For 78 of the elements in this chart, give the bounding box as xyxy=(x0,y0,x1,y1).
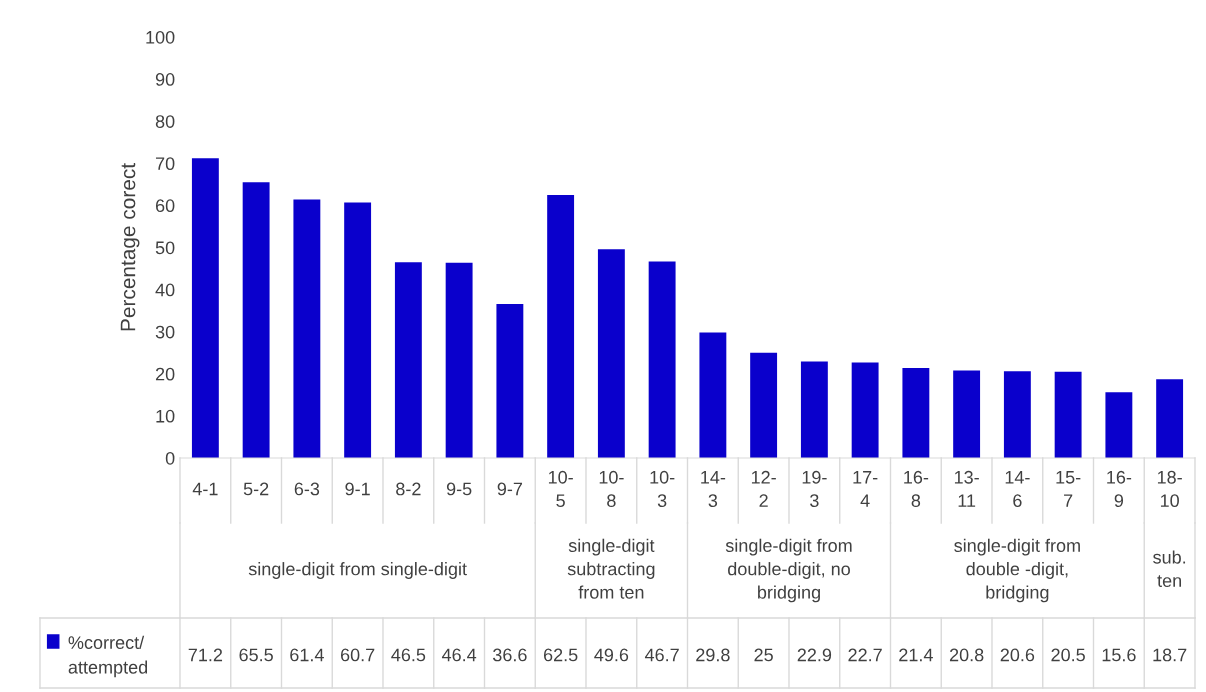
bar xyxy=(293,199,321,458)
y-tick-label: 30 xyxy=(155,325,175,339)
x-tick-label: 16-9 xyxy=(1107,470,1132,508)
y-tick-label: 40 xyxy=(155,283,175,297)
x-tick-label: 14-3 xyxy=(701,471,726,508)
x-tick-label: 10-8 xyxy=(599,470,624,508)
x-tick-label: 6-3 xyxy=(294,482,320,496)
bar xyxy=(547,194,575,458)
x-tick-label: 10-5 xyxy=(548,470,573,508)
y-tick-label: 50 xyxy=(155,241,175,255)
x-tick-label: 12-2 xyxy=(751,470,776,507)
text: sub. ten xyxy=(1153,550,1186,588)
bar xyxy=(191,158,219,458)
x-tick-label: 10-3 xyxy=(650,470,675,508)
x-tick-label: 9-7 xyxy=(497,482,523,496)
x-tick-label: 9-5 xyxy=(446,482,472,496)
data-label: 15.6 xyxy=(1102,648,1136,662)
text: single-digit from double-digit, no bridging xyxy=(725,538,852,603)
bar xyxy=(496,303,524,458)
data-label: 20.5 xyxy=(1051,648,1085,662)
data-label: 60.7 xyxy=(340,648,375,662)
legend-label: %correct/ attempted xyxy=(68,635,148,678)
bar xyxy=(1156,379,1184,458)
data-label: 46.4 xyxy=(441,648,477,662)
data-label: 20.8 xyxy=(949,648,984,662)
text: single-digit from single-digit xyxy=(248,562,467,579)
x-tick-label: 16-8 xyxy=(904,470,929,508)
y-tick-label: 20 xyxy=(155,367,175,381)
x-tick-label: 4-1 xyxy=(192,482,218,496)
data-label: 18.7 xyxy=(1153,648,1187,662)
bar xyxy=(953,370,981,458)
bar xyxy=(750,352,778,458)
bar xyxy=(699,332,727,458)
data-label: 21.4 xyxy=(899,648,933,662)
data-label: 71.2 xyxy=(188,648,223,662)
x-tick-label: 17-4 xyxy=(853,471,878,507)
x-tick-label: 8-2 xyxy=(396,482,421,496)
data-label: 46.7 xyxy=(644,648,679,662)
x-tick-label: 14-6 xyxy=(1005,471,1030,508)
data-label: 22.9 xyxy=(797,648,832,662)
x-tick-label: 5-2 xyxy=(243,482,269,496)
bar xyxy=(851,362,879,458)
y-tick-label: 10 xyxy=(156,409,175,423)
data-label: 25 xyxy=(754,648,773,662)
data-label: 29.8 xyxy=(696,648,730,662)
text: single-digit subtracting from ten xyxy=(567,538,655,599)
bar xyxy=(1054,371,1082,458)
data-label: 62.5 xyxy=(543,648,578,662)
bar xyxy=(597,249,625,458)
y-tick-label: 90 xyxy=(155,73,175,86)
bar xyxy=(242,182,270,458)
x-tick-label: 19-3 xyxy=(802,470,827,508)
y-tick-label: 60 xyxy=(155,199,175,213)
y-tick-label: 70 xyxy=(155,157,175,171)
text: single-digit from double -digit, bridging xyxy=(954,538,1080,603)
bar xyxy=(445,262,473,458)
data-label: 49.6 xyxy=(594,648,629,662)
bar xyxy=(902,367,930,458)
data-label: 61.4 xyxy=(290,648,324,662)
bar xyxy=(1105,392,1133,458)
data-label: 22.7 xyxy=(848,648,882,662)
y-axis-title: Percentage corect xyxy=(120,163,140,331)
bar xyxy=(800,361,828,458)
x-tick-label: 13-11 xyxy=(954,470,979,507)
data-label: 46.5 xyxy=(391,648,426,662)
x-tick-label: 9-1 xyxy=(345,482,370,496)
bar xyxy=(1003,371,1031,458)
data-label: 65.5 xyxy=(239,648,273,662)
y-tick-label: 80 xyxy=(155,115,175,128)
y-tick-label: 100 xyxy=(146,30,175,44)
bar xyxy=(344,202,372,458)
data-label: 36.6 xyxy=(492,648,527,662)
bar xyxy=(394,262,422,458)
x-tick-label: 18-10 xyxy=(1157,470,1182,508)
x-tick-label: 15-7 xyxy=(1056,471,1081,507)
y-tick-label: 0 xyxy=(165,451,175,465)
bar xyxy=(648,261,676,458)
data-label: 20.6 xyxy=(1000,648,1035,662)
